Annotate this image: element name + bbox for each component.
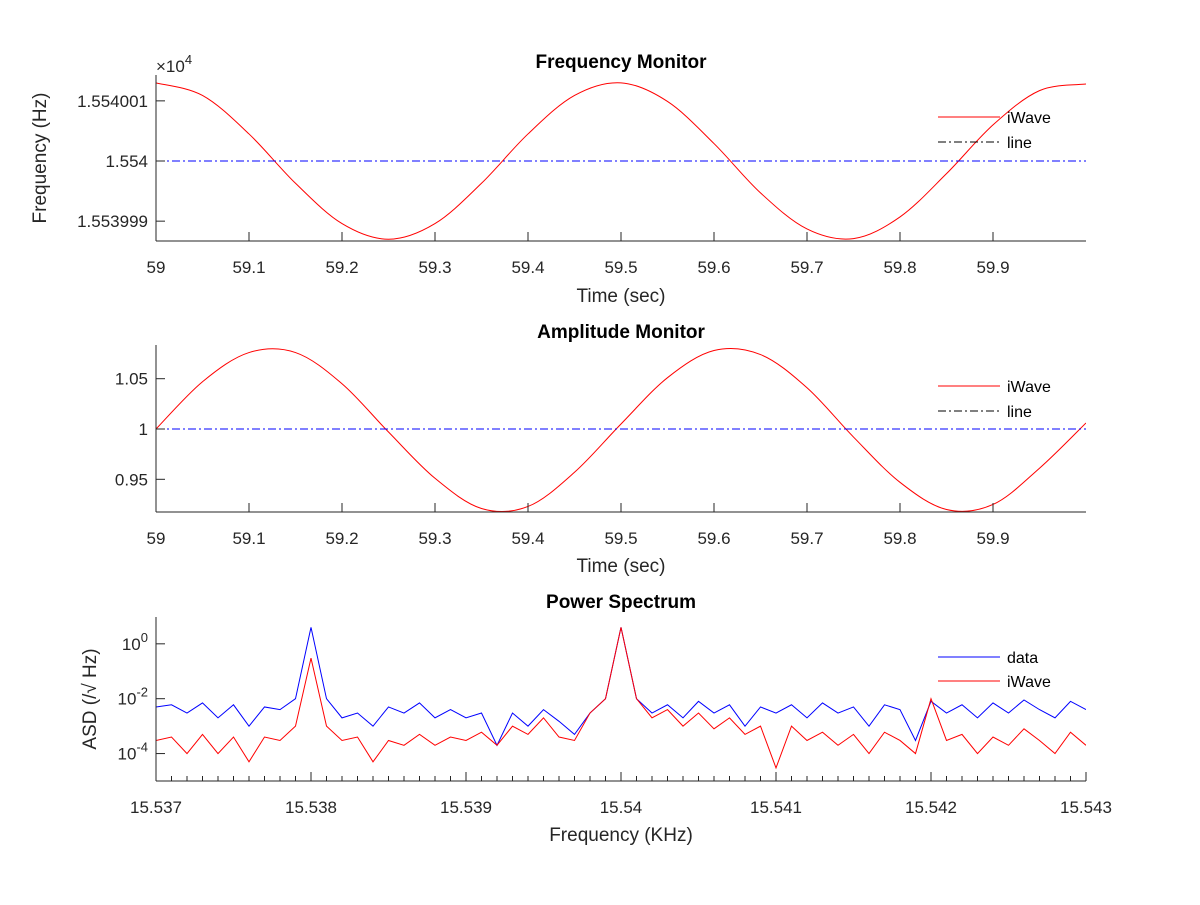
x-tick-label: 59.4 [511, 258, 544, 277]
series-line-iwave [156, 347, 1086, 512]
legend-label: iWave [1007, 674, 1051, 691]
x-tick-label: 15.543 [1060, 798, 1112, 817]
y-tick-label: 100 [122, 630, 148, 654]
x-tick-label: 59.2 [325, 529, 358, 548]
x-tick-label: 59.3 [418, 258, 451, 277]
y-tick-base: 10 [118, 745, 137, 764]
legend-label: data [1007, 650, 1038, 667]
y-tick-base: 10 [122, 635, 141, 654]
exponent-power: 4 [185, 52, 192, 67]
y-tick-label: 10-2 [118, 685, 148, 709]
x-tick-label: 59.1 [232, 258, 265, 277]
legend-item-iwave: iWave [938, 674, 1051, 691]
x-axis-label: Time (sec) [576, 286, 665, 307]
y-tick-exponent: -4 [136, 740, 148, 755]
x-tick-label: 15.54 [600, 798, 643, 817]
x-tick-label: 15.537 [130, 798, 182, 817]
x-tick-label: 59.3 [418, 529, 451, 548]
legend-label: iWave [1007, 379, 1051, 396]
y-tick-label: 1 [139, 420, 148, 439]
amplitude-monitor-axes: Amplitude Monitor Time (sec) 59 59.1 59.2 5… [115, 322, 1086, 577]
x-tick-label: 15.541 [750, 798, 802, 817]
x-tick-label: 15.538 [285, 798, 337, 817]
x-tick-label: 59.6 [697, 258, 730, 277]
x-tick-label: 59 [147, 529, 166, 548]
legend-label: iWave [1007, 110, 1051, 127]
y-tick-exponent: 0 [141, 630, 148, 645]
y-tick-label: 1.553999 [77, 212, 148, 231]
x-tick-label: 59.7 [790, 529, 823, 548]
y-tick-label: 1.554001 [77, 92, 148, 111]
exponent-base: ×10 [156, 57, 185, 76]
x-axis-label: Frequency (KHz) [549, 825, 693, 846]
y-exponent-label: ×104 [156, 52, 192, 76]
y-tick-exponent: -2 [136, 685, 148, 700]
power-spectrum-axes: Power Spectrum ASD (/√ Hz) Frequency (KH… [80, 592, 1112, 846]
legend-item-iwave: iWave [938, 379, 1051, 396]
y-tick-label: 0.95 [115, 470, 148, 489]
x-tick-label: 59.2 [325, 258, 358, 277]
legend-item-data: data [938, 650, 1038, 667]
series-line-iwave [156, 627, 1086, 770]
x-tick-label: 59.6 [697, 529, 730, 548]
legend-label: line [1007, 404, 1032, 421]
x-tick-label: 59.5 [604, 529, 637, 548]
legend-item-iwave: iWave [938, 110, 1051, 127]
x-tick-label: 59.7 [790, 258, 823, 277]
x-tick-label: 59.4 [511, 529, 544, 548]
axes-title: Amplitude Monitor [537, 322, 705, 343]
y-tick-label: 1.554 [105, 152, 148, 171]
y-axis-label: Frequency (Hz) [30, 93, 51, 224]
y-tick-label: 1.05 [115, 370, 148, 389]
x-axis-label: Time (sec) [576, 556, 665, 577]
axes-title: Power Spectrum [546, 592, 696, 613]
y-tick-label: 10-4 [118, 740, 148, 764]
x-tick-label: 59.5 [604, 258, 637, 277]
x-tick-label: 15.539 [440, 798, 492, 817]
y-tick-base: 10 [118, 690, 137, 709]
legend-label: line [1007, 135, 1032, 152]
x-tick-label: 59.9 [976, 529, 1009, 548]
axes-title: Frequency Monitor [535, 52, 707, 73]
x-tick-label: 15.542 [905, 798, 957, 817]
legend-item-line: line [938, 135, 1032, 152]
frequency-monitor-axes: Frequency Monitor Frequency (Hz) Time (s… [30, 52, 1086, 307]
x-tick-label: 59.9 [976, 258, 1009, 277]
legend-item-line: line [938, 404, 1032, 421]
x-tick-label: 59.8 [883, 529, 916, 548]
x-tick-label: 59 [147, 258, 166, 277]
y-axis-label: ASD (/√ Hz) [80, 648, 101, 749]
series-line-iwave [156, 82, 1086, 240]
x-tick-label: 59.1 [232, 529, 265, 548]
x-tick-label: 59.8 [883, 258, 916, 277]
